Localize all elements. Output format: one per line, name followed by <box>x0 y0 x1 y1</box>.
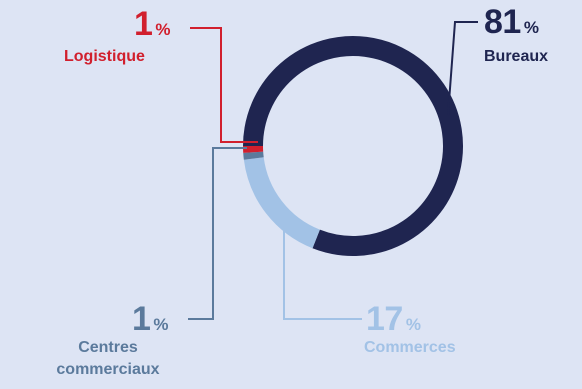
bureaux-percent-label: 81% <box>484 5 539 39</box>
leader-line-centres <box>188 147 247 320</box>
centres-value: 1 <box>132 300 151 338</box>
logistique-category-label: Logistique <box>64 48 145 65</box>
centres-category-label: Centres commerciaux <box>28 337 188 381</box>
logistique-value: 1 <box>134 5 153 43</box>
centres-percent-label: 1% <box>132 302 169 336</box>
donut-slices <box>242 36 463 256</box>
commerces-value: 17 <box>366 300 403 338</box>
logistique-percent-label: 1% <box>134 7 171 41</box>
commerces-percent-label: 17% <box>366 302 421 336</box>
bureaux-unit: % <box>523 18 539 37</box>
donut-slice-bureaux <box>243 36 463 256</box>
leader-line-logistique <box>190 27 258 143</box>
leader-line-commerces <box>283 228 362 320</box>
donut-slice-commerces <box>243 156 321 249</box>
leader-lines <box>188 21 478 320</box>
commerces-category-label: Commerces <box>364 339 456 356</box>
centres-label-line2: commerciaux <box>56 361 160 378</box>
bureaux-value: 81 <box>484 3 521 41</box>
centres-label-line1: Centres <box>78 339 138 356</box>
donut-slice-centres-commerciaux <box>243 151 264 160</box>
commerces-unit: % <box>405 315 421 334</box>
leader-line-bureaux <box>447 21 478 116</box>
bureaux-category-label: Bureaux <box>484 48 549 65</box>
logistique-unit: % <box>155 20 171 39</box>
centres-unit: % <box>153 315 169 334</box>
